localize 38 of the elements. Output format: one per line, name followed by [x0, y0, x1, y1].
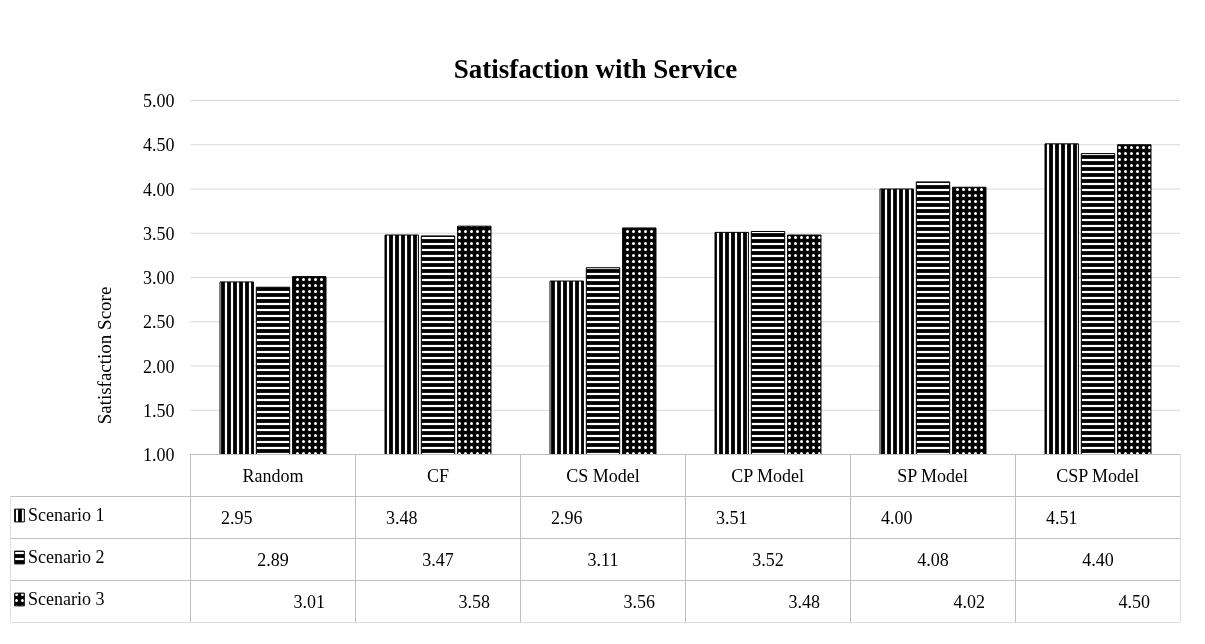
- data-label: 3.52: [752, 550, 784, 570]
- x-tick-label: CF: [426, 465, 450, 486]
- data-label: 4.50: [1118, 592, 1151, 612]
- data-label: 3.01: [293, 592, 326, 612]
- data-label: 3.11: [587, 550, 619, 570]
- x-tick-label: SP Model: [897, 465, 969, 486]
- data-label: 3.56: [623, 592, 656, 612]
- chart-title: Satisfaction with Service: [453, 53, 738, 84]
- y-tick-label: 3.00: [143, 268, 175, 288]
- data-label: 2.89: [257, 550, 289, 570]
- data-label: 4.51: [1045, 508, 1078, 528]
- legend-label: Scenario 3: [28, 587, 105, 611]
- y-tick-label: 5.00: [143, 91, 175, 111]
- x-tick-label: CP Model: [731, 465, 805, 486]
- data-label: 4.40: [1082, 550, 1114, 570]
- legend-label: Scenario 1: [28, 503, 105, 527]
- data-label: 3.58: [458, 592, 491, 612]
- data-label: 3.48: [385, 508, 418, 528]
- y-tick-label: 2.50: [143, 312, 175, 333]
- data-label: 3.48: [788, 592, 821, 612]
- data-label: 2.96: [550, 508, 583, 528]
- data-label: 4.02: [953, 592, 986, 612]
- x-tick-label: CSP Model: [1056, 465, 1140, 486]
- y-axis-title: Satisfaction Score: [94, 286, 115, 425]
- y-tick-label: 4.50: [143, 135, 175, 156]
- y-tick-label: 1.50: [143, 400, 175, 421]
- data-label: 3.51: [715, 508, 748, 528]
- y-tick-label: 1.00: [143, 445, 175, 465]
- data-label: 3.47: [422, 550, 454, 570]
- data-label: 2.95: [220, 508, 253, 528]
- y-tick-label: 2.00: [143, 356, 175, 377]
- legend-label: Scenario 2: [28, 545, 105, 569]
- data-label: 4.00: [880, 508, 913, 528]
- y-tick-label: 3.50: [143, 223, 175, 244]
- y-tick-label: 4.00: [143, 179, 175, 200]
- x-tick-label: Random: [242, 465, 304, 486]
- data-label: 4.08: [917, 550, 949, 570]
- x-tick-label: CS Model: [566, 465, 640, 486]
